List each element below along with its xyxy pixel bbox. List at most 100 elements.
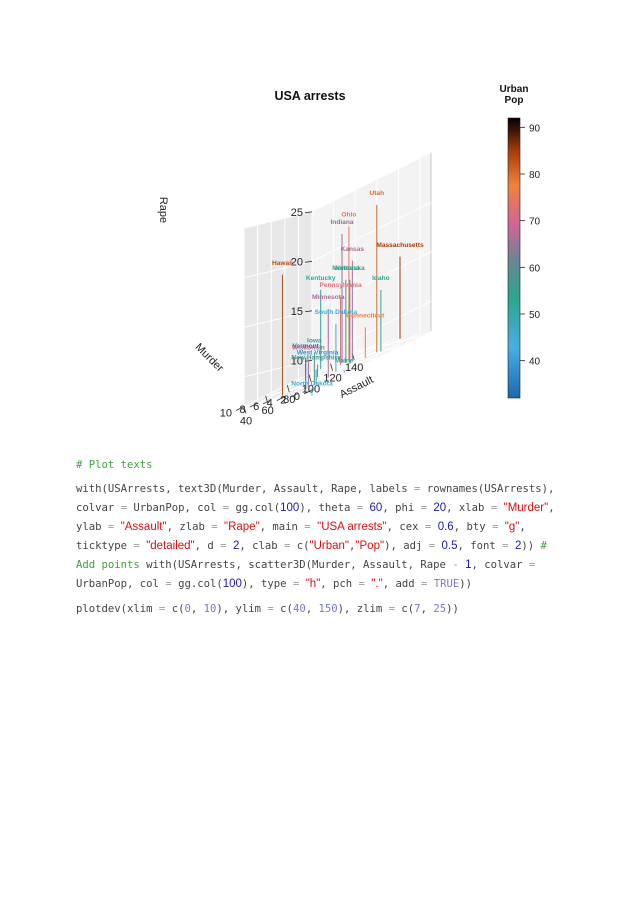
code-token: =: [304, 521, 311, 533]
wall-grid-line: [243, 260, 313, 279]
code-token: "h": [305, 578, 321, 590]
code-token: , bty: [453, 521, 492, 533]
color-key-bar: [507, 117, 521, 399]
code-token: 7: [414, 603, 421, 615]
code-token: TRUE: [433, 578, 460, 590]
point-label: West Virginia: [297, 350, 339, 357]
floor-grid-line: [352, 335, 421, 354]
murder-tick-label: 6: [253, 401, 259, 413]
code-token: Add points: [76, 559, 140, 571]
code-token: =: [491, 521, 499, 533]
code-token: 10: [203, 603, 217, 615]
code-line: colvar = UrbanPop, col = gg.col(100), th…: [76, 499, 576, 518]
murder-axis-title: Murder: [193, 341, 226, 374]
code-token: UrbanPop, col: [76, 578, 166, 590]
code-line: UrbanPop, col = gg.col(100), type = "h",…: [76, 575, 576, 594]
point-label: Ohio: [341, 212, 356, 219]
usa-arrests-3d-plot: USA arrests 0246810406080100120140101520…: [157, 84, 541, 428]
code-token: =: [502, 540, 509, 552]
code-token: with(USArrests, text3D(Murder, Assault, …: [76, 483, 415, 495]
code-token: 0.5: [441, 540, 458, 552]
point-label: Minnesota: [312, 294, 345, 301]
code-token: , add: [382, 578, 421, 590]
floor-grid-line: [243, 347, 364, 407]
code-token: 100: [222, 578, 242, 590]
plot-box: [243, 152, 432, 408]
code-token: =: [421, 578, 428, 590]
point-label: Montana: [332, 265, 359, 272]
code-token: plotdev(xlim: [76, 603, 159, 615]
color-key-title: Pop: [505, 95, 524, 106]
code-line: with(USArrests, text3D(Murder, Assault, …: [76, 480, 576, 499]
wall-grid-line: [311, 251, 432, 312]
code-token: , main: [259, 521, 305, 533]
rape-tick-label: 10: [291, 355, 303, 367]
code-token: "USA arrests": [317, 521, 387, 533]
rape-tick: [304, 260, 313, 263]
murder-tick: [290, 392, 299, 398]
code-token: , d: [194, 540, 221, 552]
code-token: ), adj: [384, 540, 429, 552]
rape-tick: [304, 310, 313, 313]
code-token: , zlab: [166, 521, 212, 533]
code-token: 150: [318, 603, 338, 615]
code-token: "Pop": [355, 540, 385, 552]
code-token: rownames(USArrests),: [420, 483, 555, 495]
code-line: ylab = "Assault", zlab = "Rape", main = …: [76, 518, 576, 537]
murder-tick: [235, 406, 245, 411]
code-token: 20: [433, 502, 447, 514]
code-line: plotdev(xlim = c(0, 10), ylim = c(40, 15…: [76, 600, 576, 619]
code-token: )): [521, 540, 535, 552]
code-token: #: [534, 540, 547, 552]
code-token: "g": [504, 521, 520, 533]
code-token: gg.col(: [229, 502, 281, 514]
code-token: ticktype: [76, 540, 134, 552]
floor-grid-line: [243, 389, 313, 407]
color-key-tick-label: 40: [529, 357, 541, 368]
point-label: Vermont: [292, 343, 319, 350]
code-token: 2: [232, 540, 240, 552]
code-token: 60: [369, 502, 383, 514]
code-token: ,: [305, 603, 319, 615]
code-token: =: [120, 502, 128, 514]
point-label: Kansas: [341, 246, 365, 253]
code-token: ylab: [76, 521, 108, 533]
code-token: "Rape": [224, 521, 260, 533]
code-token: , font: [457, 540, 503, 552]
murder-tick-label: 8: [239, 404, 245, 416]
murder-tick-label: 4: [267, 398, 273, 410]
rape-axis-title: Rape: [157, 197, 169, 223]
code-token: -: [452, 559, 459, 571]
assault-axis-title: Assault: [338, 374, 376, 401]
point-stems: [281, 204, 401, 396]
point-label: New Hampshire: [291, 355, 341, 362]
code-token: =: [211, 521, 218, 533]
code-token: 100: [280, 502, 300, 514]
code-token: =: [358, 578, 365, 590]
code-token: =: [165, 578, 172, 590]
code-token: "Urban": [309, 540, 350, 552]
point-label: Hawaii: [272, 260, 293, 267]
rape-tick-label: 20: [291, 256, 303, 268]
code-comment-line: # Plot texts: [76, 456, 576, 475]
code-token: , colvar: [471, 559, 529, 571]
color-key-tick-label: 60: [529, 263, 541, 274]
code-token: UrbanPop, col: [127, 502, 223, 514]
code-line: Add points with(USArrests, scatter3D(Mur…: [76, 556, 576, 575]
code-token: c(: [395, 603, 415, 615]
code-token: "Murder": [503, 502, 549, 514]
code-token: =: [292, 578, 300, 590]
code-token: =: [424, 521, 432, 533]
murder-tick-label: 2: [280, 394, 286, 406]
point-label: Idaho: [372, 275, 390, 282]
point-label: Maine: [335, 357, 354, 364]
plot-title: USA arrests: [274, 89, 345, 103]
code-token: ,: [420, 603, 434, 615]
code-token: , pch: [320, 578, 359, 590]
wall-grid-line: [311, 201, 432, 262]
code-token: )): [446, 603, 459, 615]
code-token: 40: [292, 603, 306, 615]
code-token: =: [428, 540, 436, 552]
code-token: =: [420, 502, 427, 514]
